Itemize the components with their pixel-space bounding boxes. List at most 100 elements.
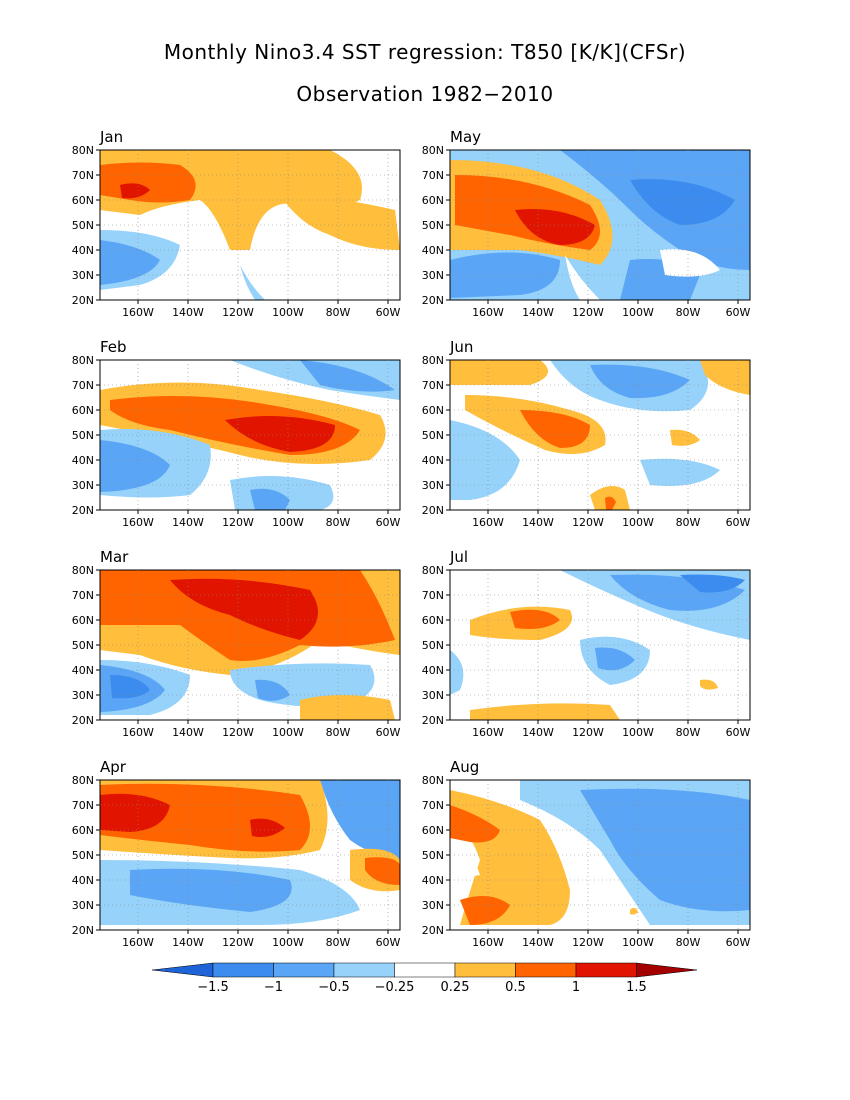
lon-tick-label: 160W: [472, 306, 504, 319]
lon-tick-label: 140W: [172, 516, 204, 529]
map-overlay: 80N 70N 60N 50N 40N 30N 20N 160W 140W 120W 100W 80W…: [72, 564, 401, 739]
lon-tick-label: 140W: [522, 306, 554, 319]
lon-tick-label: 60W: [726, 726, 751, 739]
lat-tick-label: 20N: [72, 294, 94, 307]
colorbar: −1.5 −1 −0.5 −0.25 0.25 0.5 1 1.5: [151, 962, 698, 995]
colorbar-label: 0.5: [505, 980, 526, 995]
lat-tick-label: 60N: [422, 194, 444, 207]
lat-tick-label: 20N: [72, 504, 94, 517]
lat-tick-label: 20N: [422, 294, 444, 307]
lat-tick-label: 50N: [72, 219, 94, 232]
lat-tick-label: 80N: [72, 774, 94, 787]
map-overlay: 80N 70N 60N 50N 40N 30N 20N 160W 140W 120W 100W 80W…: [72, 774, 401, 949]
lat-tick-label: 50N: [422, 219, 444, 232]
lat-tick-label: 80N: [72, 144, 94, 157]
map-panel-may: May: [449, 128, 751, 301]
lon-tick-label: 100W: [272, 306, 304, 319]
lon-tick-label: 60W: [726, 516, 751, 529]
lon-tick-label: 60W: [376, 306, 401, 319]
lat-tick-label: 40N: [72, 454, 94, 467]
lat-tick-label: 40N: [72, 874, 94, 887]
lon-tick-label: 160W: [122, 936, 154, 949]
lat-tick-label: 40N: [422, 874, 444, 887]
lat-tick-label: 50N: [422, 849, 444, 862]
lat-tick-label: 70N: [72, 799, 94, 812]
panel-month-label: Apr: [100, 758, 127, 776]
lon-tick-label: 80W: [676, 306, 701, 319]
colorbar-label: −0.5: [318, 980, 350, 995]
map-panel-apr: Apr: [99, 758, 401, 931]
figure-title: Monthly Nino3.4 SST regression: T850 [K/…: [163, 40, 687, 64]
map-panel-jun: Jun: [449, 338, 751, 511]
lat-tick-label: 30N: [422, 269, 444, 282]
lat-tick-label: 60N: [422, 404, 444, 417]
contour-field: [100, 780, 400, 930]
lat-tick-label: 40N: [422, 664, 444, 677]
panel-month-label: Aug: [450, 758, 479, 776]
lat-tick-label: 70N: [422, 799, 444, 812]
colorbar-segment: [333, 962, 395, 978]
lat-tick-label: 80N: [72, 564, 94, 577]
lon-tick-label: 60W: [726, 936, 751, 949]
colorbar-label: 1.5: [626, 980, 647, 995]
lat-tick-label: 30N: [422, 899, 444, 912]
map-overlay: 80N 70N 60N 50N 40N 30N 20N 160W 140W 120W 100W 80W…: [422, 144, 751, 319]
lon-tick-label: 60W: [376, 726, 401, 739]
colorbar-segment: [212, 962, 274, 978]
lon-tick-label: 140W: [522, 726, 554, 739]
map-panel-jan: Jan: [99, 128, 401, 301]
lat-tick-label: 80N: [422, 774, 444, 787]
lat-tick-label: 20N: [72, 714, 94, 727]
contour-field: [100, 570, 400, 720]
map-overlay: 80N 70N 60N 50N 40N 30N 20N 160W 140W 120W 100W 80W…: [72, 354, 401, 529]
lat-tick-label: 70N: [422, 169, 444, 182]
colorbar-label: 1: [572, 980, 580, 995]
lon-tick-label: 100W: [622, 516, 654, 529]
panel-month-label: Jul: [449, 548, 468, 566]
lat-tick-label: 60N: [72, 194, 94, 207]
lon-tick-label: 60W: [726, 306, 751, 319]
panel-month-label: Jan: [99, 128, 123, 146]
lat-tick-label: 50N: [72, 849, 94, 862]
lon-tick-label: 160W: [472, 726, 504, 739]
lon-tick-label: 120W: [222, 306, 254, 319]
lon-tick-label: 120W: [572, 936, 604, 949]
lat-tick-label: 70N: [72, 589, 94, 602]
map-overlay: 80N 70N 60N 50N 40N 30N 20N 160W 140W 120W 100W 80W…: [422, 564, 751, 739]
lon-tick-label: 160W: [472, 516, 504, 529]
lat-tick-label: 60N: [72, 824, 94, 837]
contour-field: [450, 780, 750, 930]
colorbar-arrow-left: [151, 962, 214, 978]
lat-tick-label: 70N: [72, 379, 94, 392]
lat-tick-label: 30N: [72, 269, 94, 282]
lon-tick-label: 120W: [222, 516, 254, 529]
lon-tick-label: 120W: [222, 726, 254, 739]
lon-tick-label: 160W: [122, 726, 154, 739]
lat-tick-label: 40N: [72, 244, 94, 257]
lat-tick-label: 30N: [72, 899, 94, 912]
lat-tick-label: 20N: [422, 504, 444, 517]
panel-month-label: Jun: [449, 338, 473, 356]
lon-tick-label: 100W: [622, 936, 654, 949]
figure-subtitle: Observation 1982−2010: [296, 82, 554, 106]
lat-tick-label: 70N: [422, 589, 444, 602]
lon-tick-label: 100W: [272, 936, 304, 949]
colorbar-segment: [394, 962, 456, 978]
map-overlay: 80N 70N 60N 50N 40N 30N 20N 160W 140W 120W 100W 80W…: [422, 774, 751, 949]
lat-tick-label: 80N: [422, 564, 444, 577]
lon-tick-label: 60W: [376, 936, 401, 949]
lat-tick-label: 50N: [422, 429, 444, 442]
lon-tick-label: 120W: [572, 306, 604, 319]
panel-month-label: Mar: [100, 548, 129, 566]
colorbar-arrow-right: [636, 962, 698, 978]
lon-tick-label: 140W: [172, 726, 204, 739]
contour-field: [450, 570, 750, 720]
lon-tick-label: 140W: [172, 306, 204, 319]
colorbar-segment: [515, 962, 577, 978]
map-panel-mar: Mar: [99, 548, 401, 721]
lat-tick-label: 40N: [422, 244, 444, 257]
lon-tick-label: 140W: [522, 936, 554, 949]
lon-tick-label: 80W: [326, 726, 351, 739]
lon-tick-label: 100W: [272, 516, 304, 529]
